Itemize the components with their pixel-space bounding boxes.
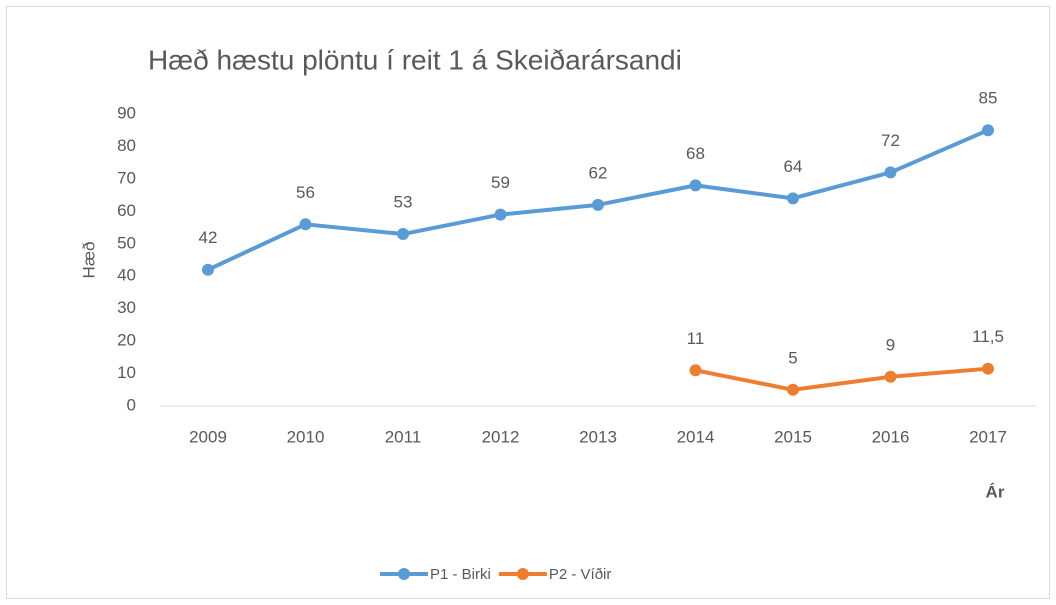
x-tick-label: 2011 <box>385 427 422 446</box>
data-label: 5 <box>788 348 797 367</box>
y-tick-label: 60 <box>117 201 136 220</box>
point <box>884 166 897 179</box>
point <box>689 364 702 377</box>
legend-marker <box>516 568 529 580</box>
data-label: 9 <box>886 335 895 354</box>
y-tick-label: 50 <box>117 233 136 252</box>
point <box>982 362 994 375</box>
data-label: 59 <box>491 173 510 192</box>
x-tick-label: 2014 <box>677 427 715 446</box>
chart-border <box>6 6 1050 599</box>
y-axis-label: Hæð <box>79 242 98 279</box>
data-label: 72 <box>881 131 900 150</box>
point <box>884 370 897 383</box>
data-label: 11,5 <box>972 327 1004 346</box>
point <box>787 192 799 205</box>
data-label: 53 <box>394 193 413 212</box>
legend-label: P2 - Víðir <box>549 566 612 583</box>
y-tick-label: 30 <box>117 298 136 317</box>
data-label: 11 <box>687 329 705 348</box>
y-tick-label: 90 <box>117 103 136 122</box>
x-axis-label: Ár <box>986 482 1005 501</box>
point <box>202 263 214 276</box>
point <box>397 228 409 241</box>
data-label: 85 <box>979 89 998 108</box>
y-tick-label: 10 <box>117 363 136 382</box>
point <box>592 198 604 211</box>
legend-marker <box>398 568 410 580</box>
x-tick-label: 2013 <box>579 427 617 446</box>
x-tick-label: 2012 <box>482 427 520 446</box>
series-line <box>695 366 989 392</box>
point <box>689 179 702 192</box>
y-tick-label: 40 <box>117 266 136 285</box>
data-label: 68 <box>686 144 705 163</box>
y-tick-label: 20 <box>117 331 136 350</box>
point <box>982 124 994 137</box>
data-label: 42 <box>199 228 218 247</box>
x-tick-label: 2016 <box>872 427 910 446</box>
point <box>494 208 507 221</box>
legend-label: P1 - Birki <box>430 566 491 583</box>
y-tick-label: 80 <box>117 136 136 155</box>
y-tick-label: 0 <box>127 395 136 414</box>
data-label: 62 <box>589 163 608 182</box>
y-tick-label: 70 <box>117 168 136 187</box>
chart-title: Hæð hæstu plöntu í reit 1 á Skeiðarársan… <box>148 44 682 75</box>
x-tick-label: 2010 <box>287 427 325 446</box>
point <box>787 383 799 396</box>
point <box>299 218 312 231</box>
x-tick-label: 2015 <box>774 427 812 446</box>
x-tick-label: 2017 <box>969 427 1007 446</box>
data-label: 56 <box>296 183 315 202</box>
x-tick-label: 2009 <box>189 427 227 446</box>
data-label: 64 <box>784 157 803 176</box>
